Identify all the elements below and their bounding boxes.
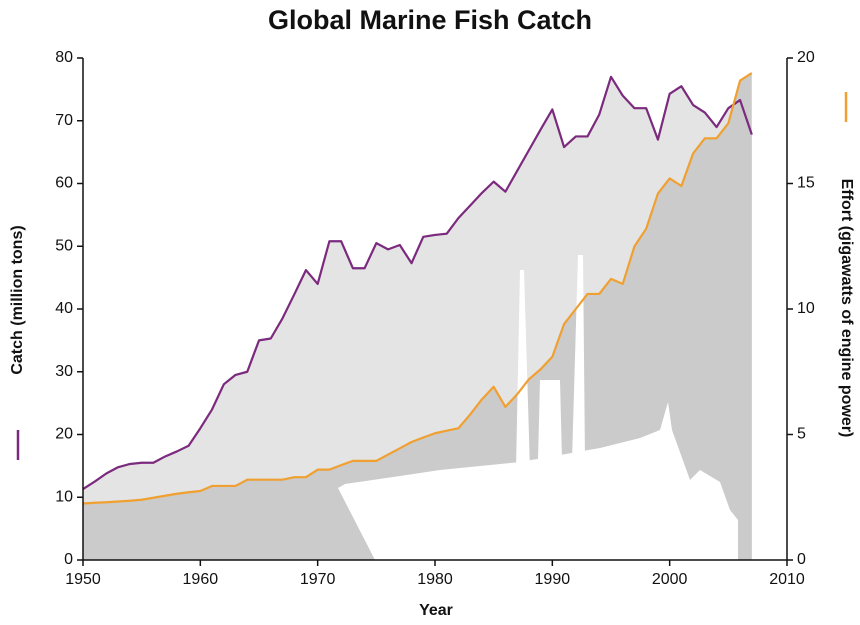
x-tick-label: 1970 [300,571,336,588]
y2-tick-label: 20 [797,49,815,66]
y-tick-label: 40 [55,300,73,317]
ship-silhouette [338,255,738,560]
x-tick-label: 1980 [417,571,453,588]
y2-tick-label: 10 [797,300,815,317]
y2-axis-title: Effort (gigawatts of engine power) [838,179,855,438]
y-tick-label: 70 [55,112,73,129]
x-tick-label: 1950 [65,571,101,588]
x-axis-title: Year [419,602,453,619]
line [82,75,753,491]
x-tick-label: 2000 [652,571,688,588]
x-tick-label: 1990 [535,571,571,588]
x-tick-label: 2010 [769,571,805,588]
y2-tick-label: 15 [797,175,815,192]
y-tick-label: 80 [55,49,73,66]
y-tick-label: 50 [55,237,73,254]
x-tick-label: 1960 [183,571,219,588]
y-tick-label: 60 [55,175,73,192]
y2-tick-label: 5 [797,426,806,443]
y-tick-label: 0 [64,551,73,568]
y-tick-label: 10 [55,488,73,505]
y-tick-label: 30 [55,363,73,380]
chart-title: Global Marine Fish Catch [268,5,592,35]
y2-tick-label: 0 [797,551,806,568]
y-axis-title: Catch (million tons) [9,225,26,374]
y-tick-label: 20 [55,426,73,443]
line [82,72,753,505]
